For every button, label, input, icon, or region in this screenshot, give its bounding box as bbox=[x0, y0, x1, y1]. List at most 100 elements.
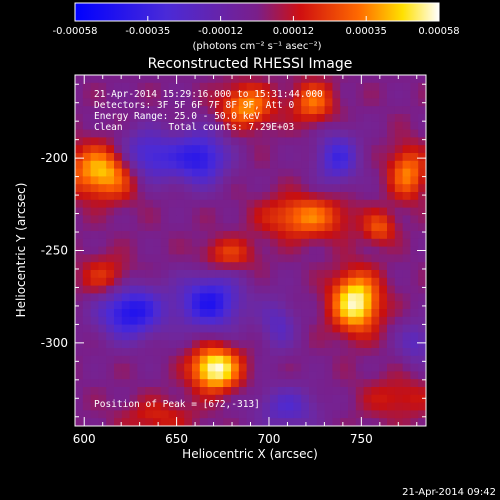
heatmap-cell bbox=[121, 129, 131, 138]
heatmap-cell bbox=[301, 277, 310, 287]
heatmap-cell bbox=[293, 176, 302, 185]
heatmap-cell bbox=[75, 293, 84, 302]
heatmap-cell bbox=[82, 309, 92, 318]
heatmap-cell bbox=[137, 285, 146, 294]
heatmap-cell bbox=[223, 121, 232, 131]
heatmap-cell bbox=[75, 176, 84, 185]
heatmap-cell bbox=[277, 153, 287, 162]
heatmap-cell bbox=[160, 238, 170, 248]
heatmap-cell bbox=[277, 402, 287, 411]
heatmap-cell bbox=[90, 238, 99, 248]
heatmap-cell bbox=[293, 145, 302, 154]
heatmap-cell bbox=[348, 402, 357, 411]
heatmap-cell bbox=[355, 355, 365, 365]
heatmap-cell bbox=[270, 129, 279, 138]
heatmap-cell bbox=[332, 285, 341, 294]
heatmap-cell bbox=[301, 90, 310, 99]
heatmap-cell bbox=[301, 332, 310, 341]
heatmap-cell bbox=[418, 301, 426, 310]
heatmap-cell bbox=[176, 176, 185, 185]
heatmap-cell bbox=[246, 199, 255, 209]
heatmap-cell bbox=[129, 254, 138, 263]
heatmap-cell bbox=[238, 371, 248, 380]
heatmap-cell bbox=[75, 254, 84, 263]
heatmap-cell bbox=[176, 192, 185, 201]
heatmap-cell bbox=[277, 324, 287, 333]
heatmap-cell bbox=[184, 223, 193, 232]
heatmap-cell bbox=[410, 246, 419, 255]
heatmap-cell bbox=[301, 301, 310, 310]
heatmap-cell bbox=[332, 82, 341, 92]
heatmap-cell bbox=[285, 309, 294, 318]
heatmap-cell bbox=[285, 394, 294, 404]
heatmap-cell bbox=[160, 293, 170, 302]
heatmap-cell bbox=[106, 387, 115, 396]
heatmap-cell bbox=[168, 168, 177, 177]
heatmap-cell bbox=[98, 223, 107, 232]
heatmap-cell bbox=[309, 418, 318, 426]
heatmap-cell bbox=[394, 207, 404, 216]
heatmap-cell bbox=[301, 114, 310, 123]
heatmap-cell bbox=[332, 184, 341, 193]
heatmap-cell bbox=[90, 348, 99, 357]
heatmap-cell bbox=[410, 90, 419, 99]
heatmap-cell bbox=[410, 324, 419, 333]
heatmap-cell bbox=[114, 176, 123, 185]
heatmap-cell bbox=[82, 246, 92, 255]
heatmap-cell bbox=[371, 402, 380, 411]
heatmap-cell bbox=[379, 176, 388, 185]
heatmap-cell bbox=[394, 277, 404, 287]
heatmap-cell bbox=[418, 106, 426, 115]
heatmap-cell bbox=[293, 301, 302, 310]
heatmap-cell bbox=[348, 75, 357, 84]
heatmap-cell bbox=[231, 199, 240, 209]
heatmap-cell bbox=[160, 316, 170, 326]
heatmap-cell bbox=[160, 254, 170, 263]
heatmap-cell bbox=[277, 75, 287, 84]
heatmap-cell bbox=[316, 277, 326, 287]
heatmap-cell bbox=[238, 231, 248, 240]
heatmap-cell bbox=[363, 355, 372, 365]
heatmap-cell bbox=[207, 75, 216, 84]
heatmap-cell bbox=[324, 355, 333, 365]
heatmap-cell bbox=[223, 82, 232, 92]
heatmap-cell bbox=[192, 238, 201, 248]
heatmap-cell bbox=[106, 207, 115, 216]
heatmap-cell bbox=[223, 137, 232, 146]
heatmap-cell bbox=[168, 246, 177, 255]
heatmap-cell bbox=[355, 316, 365, 326]
heatmap-cell bbox=[75, 75, 84, 84]
heatmap-cell bbox=[90, 410, 99, 419]
heatmap-cell bbox=[82, 238, 92, 248]
heatmap-cell bbox=[153, 192, 162, 201]
heatmap-cell bbox=[82, 418, 92, 426]
heatmap-cell bbox=[309, 254, 318, 263]
heatmap-cell bbox=[82, 301, 92, 310]
heatmap-cell bbox=[207, 90, 216, 99]
heatmap-cell bbox=[192, 285, 201, 294]
heatmap-cell bbox=[410, 371, 419, 380]
heatmap-cell bbox=[418, 184, 426, 193]
heatmap-cell bbox=[387, 340, 396, 349]
y-axis-label: Heliocentric Y (arcsec) bbox=[14, 183, 28, 318]
heatmap-cell bbox=[285, 231, 294, 240]
heatmap-cell bbox=[145, 301, 154, 310]
heatmap-cell bbox=[121, 199, 131, 209]
heatmap-cell bbox=[418, 192, 426, 201]
heatmap-cell bbox=[379, 309, 388, 318]
heatmap-cell bbox=[332, 176, 341, 185]
heatmap-cell bbox=[316, 176, 326, 185]
heatmap-cell bbox=[160, 207, 170, 216]
heatmap-cell bbox=[98, 371, 107, 380]
heatmap-cell bbox=[348, 137, 357, 146]
heatmap-cell bbox=[301, 355, 310, 365]
heatmap-cell bbox=[418, 223, 426, 232]
heatmap-cell bbox=[340, 231, 349, 240]
heatmap-cell bbox=[176, 309, 185, 318]
heatmap-cell bbox=[418, 90, 426, 99]
heatmap-cell bbox=[387, 402, 396, 411]
heatmap-cell bbox=[176, 137, 185, 146]
heatmap-cell bbox=[199, 309, 209, 318]
heatmap-cell bbox=[82, 254, 92, 263]
heatmap-cell bbox=[340, 145, 349, 154]
